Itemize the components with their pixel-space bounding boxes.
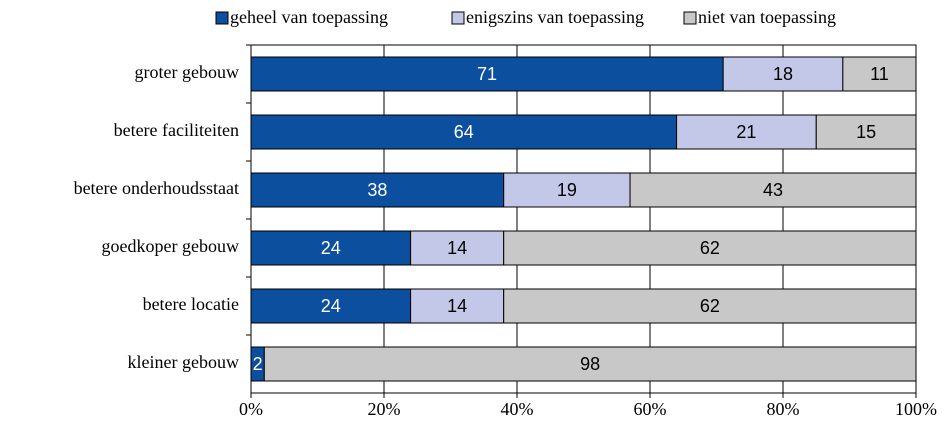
legend-swatch [451, 11, 465, 25]
bar-segment [503, 230, 917, 266]
bar-segment [503, 288, 917, 324]
data-label: 62 [700, 296, 720, 316]
x-tick-label: 80% [767, 399, 800, 419]
data-label: 43 [763, 180, 783, 200]
bar-segment [263, 346, 917, 382]
x-tick-label: 0% [239, 399, 263, 419]
data-label: 71 [477, 64, 497, 84]
data-label: 19 [557, 180, 577, 200]
y-tick-label: goedkoper gebouw [102, 236, 239, 256]
bar-segment [842, 56, 917, 92]
bar-segment [250, 56, 724, 92]
y-tick-label: groter gebouw [135, 62, 239, 82]
data-label: 21 [736, 122, 756, 142]
y-tick-label: betere onderhoudsstaat [74, 178, 239, 198]
bar-segment [629, 172, 917, 208]
legend-swatch [215, 11, 229, 25]
bar-segment [722, 56, 844, 92]
plot-border [250, 44, 917, 394]
legend-label: geheel van toepassing [230, 7, 388, 27]
bar-segment [250, 230, 412, 266]
legend-label: enigszins van toepassing [466, 7, 644, 27]
bar-segment [250, 172, 505, 208]
y-tick-label: betere faciliteiten [114, 120, 239, 140]
data-label: 64 [454, 122, 474, 142]
data-label: 62 [700, 238, 720, 258]
data-label: 14 [447, 238, 467, 258]
data-label: 98 [580, 354, 600, 374]
bar-segment [815, 114, 917, 150]
bar-segment [410, 230, 505, 266]
data-label: 11 [870, 64, 889, 84]
data-label: 24 [321, 238, 341, 258]
x-tick-label: 40% [501, 399, 534, 419]
legend-swatch [683, 11, 697, 25]
x-tick-label: 100% [895, 399, 937, 419]
data-label: 14 [447, 296, 467, 316]
legend-label: niet van toepassing [698, 7, 836, 27]
data-label: 38 [367, 180, 387, 200]
data-label: 15 [856, 122, 876, 142]
x-tick-label: 60% [634, 399, 667, 419]
bar-segment [503, 172, 631, 208]
data-label: 24 [321, 296, 341, 316]
x-tick-label: 20% [368, 399, 401, 419]
data-label: 2 [253, 354, 263, 374]
data-label: 18 [773, 64, 793, 84]
y-tick-label: kleiner gebouw [128, 352, 239, 372]
y-tick-label: betere locatie [143, 294, 239, 314]
